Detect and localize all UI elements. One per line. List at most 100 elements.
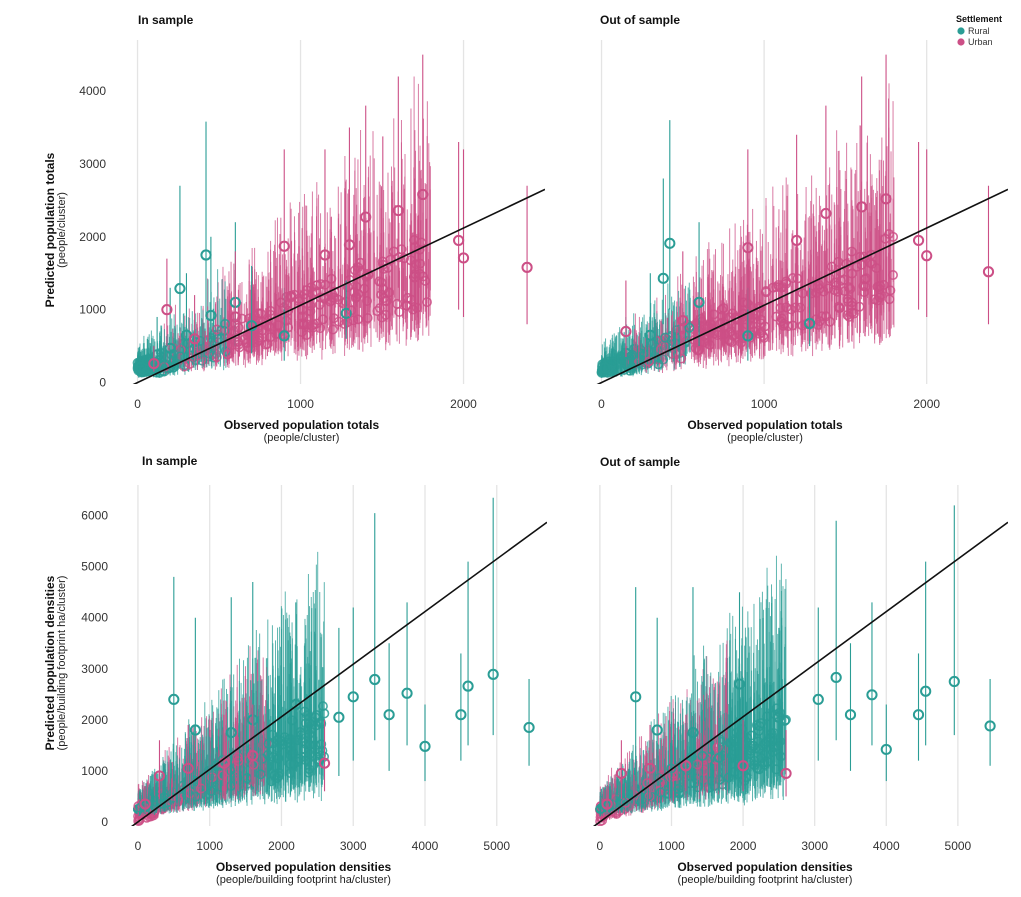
data-point (693, 296, 705, 308)
data-point (880, 193, 892, 205)
cloud-point (333, 316, 344, 327)
reference-line (131, 521, 547, 826)
series-urban (148, 54, 533, 372)
cloud-point (255, 769, 266, 780)
data-point (419, 740, 431, 752)
cloud-point (761, 286, 772, 297)
cloud-point (251, 337, 262, 348)
panels: 0 1000 2000 0 1000 2000 3000 4000 In sample Obser… (43, 13, 1008, 886)
data-point (644, 329, 656, 341)
cloud-point (821, 311, 832, 322)
chart-panel-top-left: 0 1000 2000 0 1000 2000 3000 4000 In sample Obser… (43, 13, 545, 444)
cloud-point (232, 752, 243, 763)
cloud-point (402, 292, 413, 303)
cloud-point (696, 316, 707, 327)
data-point (347, 691, 359, 703)
y-tick-label: 4000 (81, 611, 108, 625)
plot-area (592, 505, 1008, 826)
data-point (333, 711, 345, 723)
data-point (141, 355, 153, 367)
y-axis-subtitle: (people/cluster) (56, 192, 68, 268)
plot-area (131, 497, 547, 826)
cloud-point (211, 760, 222, 771)
cloud-point (297, 318, 308, 329)
data-point (804, 317, 816, 330)
cloud-point (608, 357, 619, 368)
cloud-point (736, 337, 747, 348)
data-point (247, 749, 259, 762)
dense-errorbar-cloud (596, 83, 899, 378)
series-urban (139, 704, 331, 813)
y-tick-label: 0 (101, 815, 108, 829)
data-point (523, 721, 535, 734)
data-point (318, 757, 331, 769)
cloud-point (327, 324, 338, 335)
x-tick-label: 2000 (450, 397, 477, 411)
data-point (225, 726, 237, 739)
y-tick-label: 1000 (81, 764, 108, 778)
data-point (664, 237, 676, 249)
data-point (343, 239, 356, 251)
cloud-point (811, 287, 822, 298)
x-tick-label: 2000 (268, 839, 295, 853)
data-point (290, 698, 302, 711)
data-point (392, 204, 404, 217)
x-axis-subtitle: (people/cluster) (727, 432, 803, 444)
series-rural (139, 497, 535, 815)
data-point (856, 201, 868, 213)
y-axis-title: Predicted population densities (43, 575, 57, 750)
cloud-point (239, 334, 250, 345)
data-point (205, 309, 217, 322)
cloud-point (307, 288, 318, 299)
data-point (182, 762, 194, 774)
data-point (139, 798, 151, 810)
cloud-point (263, 749, 274, 760)
cloud-point (642, 355, 653, 366)
cloud-point (352, 262, 363, 273)
series-rural (599, 120, 816, 376)
chart-panel-top-right: 0 1000 2000 Out of sample Observed populatio… (596, 13, 1008, 444)
y-tick-label: 5000 (81, 560, 108, 574)
x-tick-label: 0 (134, 397, 141, 411)
cloud-point (220, 318, 231, 329)
y-tick-label: 3000 (79, 157, 106, 171)
cloud-point (314, 299, 325, 310)
data-point (982, 266, 995, 278)
cloud-point (196, 783, 207, 794)
cloud-point (730, 313, 741, 324)
x-tick-label: 2000 (913, 397, 940, 411)
cloud-point (273, 770, 284, 781)
data-point (742, 242, 754, 254)
data-point (599, 362, 611, 374)
data-point (455, 709, 467, 721)
cloud-point (273, 328, 284, 339)
data-point (487, 668, 499, 680)
data-point (677, 314, 689, 327)
data-point (453, 234, 465, 247)
data-point (521, 261, 533, 273)
cloud-point (843, 282, 854, 293)
data-point (174, 282, 186, 295)
cloud-point (712, 330, 723, 341)
cloud-point (206, 785, 217, 796)
series-urban (620, 54, 995, 358)
x-tick-label: 1000 (196, 839, 223, 853)
data-point (168, 693, 180, 706)
x-axis-subtitle: (people/building footprint ha/cluster) (216, 874, 391, 886)
data-point (657, 272, 669, 284)
y-tick-label: 3000 (81, 662, 108, 676)
y-axis-subtitle: (people/building footprint ha/cluster) (56, 576, 68, 751)
y-tick-label: 0 (99, 376, 106, 390)
x-tick-label: 1000 (751, 397, 778, 411)
cloud-point (627, 350, 638, 361)
cloud-point (306, 282, 317, 293)
data-point (912, 234, 925, 247)
cloud-point (653, 359, 664, 370)
panel-title: In sample (138, 13, 194, 27)
data-point (188, 333, 201, 345)
plot-area (596, 54, 1008, 384)
data-point (620, 325, 632, 338)
cloud-point (684, 322, 695, 333)
